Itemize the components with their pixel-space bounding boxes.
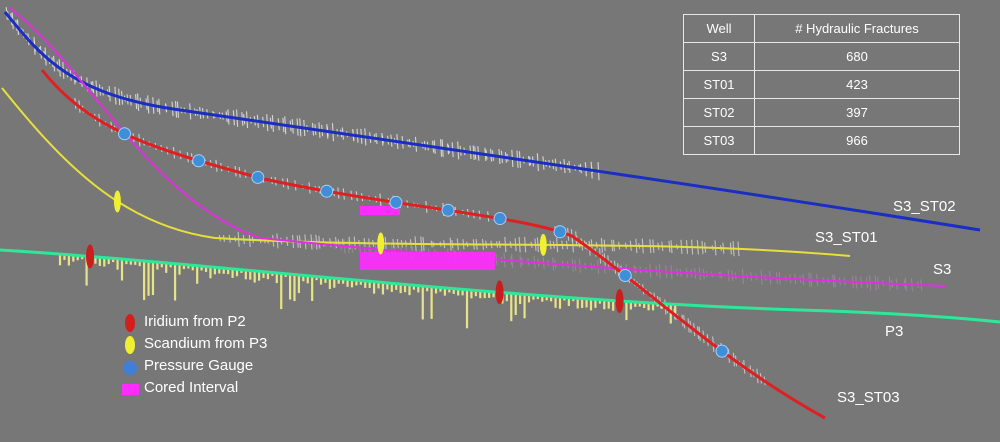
legend-label: Cored Interval xyxy=(144,379,239,396)
pressure-gauge-icon xyxy=(251,170,265,184)
red-ellipse-icon xyxy=(125,314,135,332)
table-row: ST02 397 xyxy=(683,98,960,127)
pressure-gauge-icon xyxy=(389,195,403,209)
well-label-s3-st02: S3_ST02 xyxy=(893,198,956,215)
iridium-marker-icon xyxy=(495,280,504,305)
table-cell-well: ST03 xyxy=(683,126,755,155)
table-row: ST01 423 xyxy=(683,70,960,99)
hydraulic-fractures-table: Well # Hydraulic Fractures S3 680 ST01 4… xyxy=(683,14,960,155)
well-label-s3-st03: S3_ST03 xyxy=(837,389,900,406)
well-label-s3: S3 xyxy=(933,261,952,278)
well-label-p3: P3 xyxy=(885,323,904,340)
pressure-gauge-icon xyxy=(441,203,455,217)
table-cell-well: ST01 xyxy=(683,70,755,99)
legend-label: Scandium from P3 xyxy=(144,335,268,352)
table-header-fractures: # Hydraulic Fractures xyxy=(754,14,960,43)
scandium-marker-icon xyxy=(539,233,547,256)
iridium-marker-icon xyxy=(86,244,95,269)
table-cell-fractures: 680 xyxy=(754,42,960,71)
legend-label: Pressure Gauge xyxy=(144,357,254,374)
pressure-gauge-icon xyxy=(192,154,206,168)
pressure-gauge-icon xyxy=(553,225,567,239)
table-cell-fractures: 966 xyxy=(754,126,960,155)
pressure-gauge-icon xyxy=(118,127,132,141)
pressure-gauge-icon xyxy=(715,344,729,358)
table-header-well: Well xyxy=(683,14,755,43)
yellow-ellipse-icon xyxy=(125,336,135,354)
well-trajectory-p3 xyxy=(0,248,1000,324)
iridium-marker-icon xyxy=(615,288,624,313)
table-cell-fractures: 397 xyxy=(754,98,960,127)
blue-circle-icon xyxy=(123,361,137,375)
table-header-row: Well # Hydraulic Fractures xyxy=(683,14,960,43)
scandium-marker-icon xyxy=(113,190,121,213)
scandium-marker-icon xyxy=(377,232,385,255)
well-trajectory-s3 xyxy=(9,7,946,287)
well-label-s3-st01: S3_ST01 xyxy=(815,229,878,246)
table-cell-well: S3 xyxy=(683,42,755,71)
cored-interval-st03 xyxy=(360,206,400,215)
table-row: ST03 966 xyxy=(683,126,960,155)
well-trajectory-s3-st03 xyxy=(40,69,826,420)
legend-label: Iridium from P2 xyxy=(144,313,246,330)
table-cell-fractures: 423 xyxy=(754,70,960,99)
pressure-gauge-icon xyxy=(618,269,632,283)
table-row: S3 680 xyxy=(683,42,960,71)
pressure-gauge-icon xyxy=(320,184,334,198)
magenta-rect-icon xyxy=(122,384,139,395)
well-trajectory-s3-st02 xyxy=(3,11,981,232)
pressure-gauge-icon xyxy=(493,212,507,226)
table-cell-well: ST02 xyxy=(683,98,755,127)
cored-interval-s3 xyxy=(360,252,495,270)
